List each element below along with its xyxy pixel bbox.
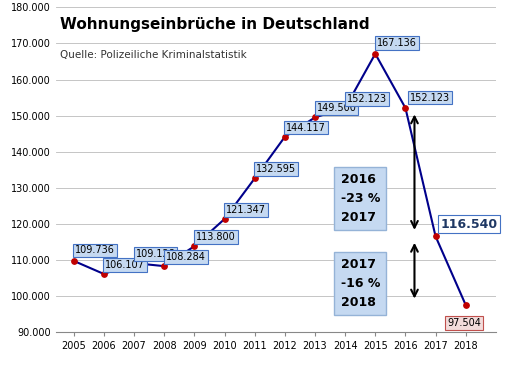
Text: 152.123: 152.123	[346, 94, 386, 104]
Text: 106.107: 106.107	[105, 260, 145, 270]
Point	[99, 271, 108, 277]
Point	[70, 258, 78, 264]
Text: 149.500: 149.500	[316, 103, 356, 113]
Text: Quelle: Polizeiliche Kriminalstatistik: Quelle: Polizeiliche Kriminalstatistik	[60, 49, 246, 60]
Point	[160, 263, 168, 269]
Text: 144.117: 144.117	[286, 123, 326, 132]
Point	[190, 243, 198, 249]
Point	[431, 233, 439, 239]
Text: 167.136: 167.136	[376, 38, 416, 48]
Point	[340, 105, 348, 111]
Point	[130, 260, 138, 266]
Point	[371, 51, 379, 57]
Text: 97.504: 97.504	[446, 318, 480, 328]
Text: 152.123: 152.123	[409, 93, 449, 103]
Text: 108.284: 108.284	[165, 252, 205, 262]
Text: 132.595: 132.595	[256, 164, 296, 174]
Point	[250, 176, 258, 182]
Point	[400, 105, 409, 111]
Text: 2016
-23 %
2017: 2016 -23 % 2017	[340, 173, 379, 224]
Text: 113.800: 113.800	[195, 232, 235, 242]
Text: 109.128: 109.128	[135, 249, 175, 259]
Point	[220, 216, 228, 222]
Text: 2017
-16 %
2018: 2017 -16 % 2018	[340, 258, 379, 309]
Point	[310, 114, 318, 120]
Text: 121.347: 121.347	[226, 205, 266, 215]
Text: 109.736: 109.736	[75, 245, 115, 255]
Text: 116.540: 116.540	[439, 218, 496, 231]
Text: Wohnungseinbrüche in Deutschland: Wohnungseinbrüche in Deutschland	[60, 17, 369, 32]
Point	[461, 302, 469, 308]
Point	[280, 134, 288, 140]
